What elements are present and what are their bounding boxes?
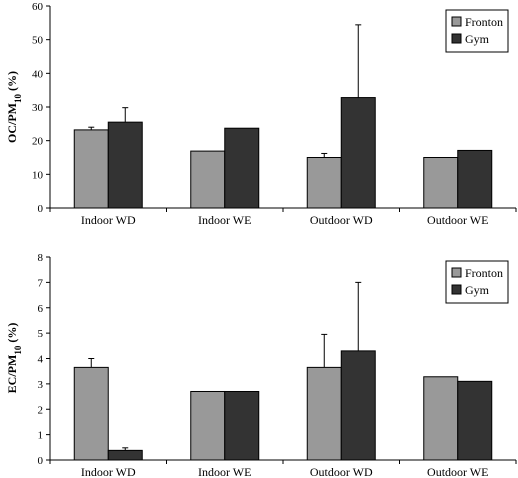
bar-fronton: [306, 366, 342, 461]
legend: Fronton Gym: [445, 9, 509, 53]
bar-gym: [340, 97, 376, 209]
chart-1: 0 10 20 30 40 50 60 Indoor WD Indoor WE Outdoor W…: [5, 1, 517, 227]
y-tick-label: 40: [32, 68, 44, 80]
y-tick-label: 60: [32, 1, 44, 13]
bar-gym: [107, 449, 143, 461]
legend-swatch: [451, 16, 462, 27]
bar-gym: [224, 390, 260, 461]
legend-label: Fronton: [465, 15, 503, 29]
bar-gym: [340, 350, 376, 461]
y-tick-label: 10: [32, 169, 44, 181]
x-tick-label: Outdoor WD: [310, 213, 373, 227]
y-axis-label: OC/PM10 (%): [5, 71, 23, 143]
bar-fronton: [73, 129, 109, 209]
y-tick-label: 20: [32, 136, 44, 148]
y-tick-label: 0: [38, 203, 44, 215]
x-tick-label: Indoor WD: [81, 465, 136, 478]
y-tick-label: 8: [38, 252, 44, 264]
x-tick-label: Outdoor WE: [427, 465, 488, 478]
y-tick-label: 0: [38, 455, 44, 467]
legend-swatch: [451, 284, 462, 295]
bar-fronton: [306, 157, 342, 209]
legend: Fronton Gym: [445, 260, 509, 304]
y-tick-label: 50: [32, 35, 44, 47]
bar-fronton: [423, 376, 459, 461]
legend-swatch: [451, 267, 462, 278]
bar-gym: [224, 127, 260, 209]
bar-fronton: [190, 390, 226, 461]
x-tick-label: Outdoor WD: [310, 465, 373, 478]
x-tick-label: Indoor WD: [81, 213, 136, 227]
legend-label: Gym: [465, 32, 490, 46]
y-tick-label: 2: [38, 404, 44, 416]
x-tick-label: Outdoor WE: [427, 213, 488, 227]
y-tick-label: 1: [38, 430, 44, 442]
bar-gym: [457, 380, 493, 461]
y-tick-label: 30: [32, 102, 44, 114]
y-tick-label: 7: [38, 277, 44, 289]
y-tick-label: 5: [38, 328, 44, 340]
legend-label: Gym: [465, 283, 490, 297]
x-tick-label: Indoor WE: [198, 465, 251, 478]
bar-fronton: [73, 366, 109, 461]
y-tick-label: 6: [38, 303, 44, 315]
bar-fronton: [190, 150, 226, 209]
bar-fronton: [423, 157, 459, 209]
legend-label: Fronton: [465, 266, 503, 280]
y-axis-label: EC/PM10 (%): [5, 323, 23, 394]
y-tick-label: 3: [38, 379, 44, 391]
legend-swatch: [451, 33, 462, 44]
chart-2: 0 1 2 3 4 5 6 7 8 Indoor WD Indoor WE Outdoor WD Out…: [5, 252, 517, 478]
legend-box: [445, 9, 509, 53]
bar-gym: [457, 149, 493, 209]
x-tick-label: Indoor WE: [198, 213, 251, 227]
bar-gym: [107, 121, 143, 209]
y-tick-label: 4: [38, 354, 44, 366]
